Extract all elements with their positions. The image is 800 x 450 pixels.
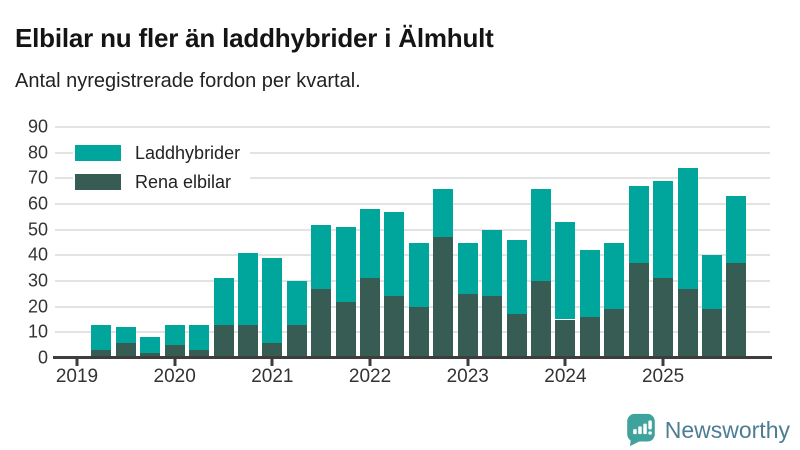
- bar-segment-rena-elbilar: [164, 345, 185, 358]
- bar-segment-rena-elbilar: [530, 281, 551, 358]
- y-axis-label: 80: [27, 142, 48, 163]
- bar-segment-laddhybrider: [286, 281, 307, 325]
- bar-segment-laddhybrider: [530, 188, 551, 281]
- x-axis-tick: [270, 359, 274, 366]
- legend-item-laddhybrider: Laddhybrider: [73, 142, 251, 164]
- bar-segment-laddhybrider: [628, 186, 649, 264]
- x-axis-year-label: 2019: [55, 366, 99, 387]
- bar-segment-laddhybrider: [91, 324, 112, 351]
- y-axis-label: 60: [27, 193, 48, 214]
- y-axis-label: 70: [27, 167, 48, 188]
- bar-segment-laddhybrider: [115, 327, 136, 343]
- grid-line: [55, 177, 770, 180]
- legend-item-rena-elbilar: Rena elbilar: [73, 171, 251, 193]
- bar-segment-laddhybrider: [164, 324, 185, 346]
- bar-segment-rena-elbilar: [433, 237, 454, 358]
- bar-segment-rena-elbilar: [677, 288, 698, 358]
- bar-segment-laddhybrider: [433, 188, 454, 238]
- bar-segment-laddhybrider: [384, 211, 405, 297]
- y-axis-label: 0: [37, 347, 48, 368]
- bar-segment-rena-elbilar: [384, 296, 405, 358]
- x-axis-year-label: 2021: [251, 366, 294, 387]
- legend-swatch-laddhybrider: [75, 145, 121, 161]
- chart-legend: Laddhybrider Rena elbilar: [73, 142, 251, 200]
- bar-segment-rena-elbilar: [311, 288, 332, 358]
- newsworthy-logo-icon: [626, 413, 655, 447]
- bar-segment-rena-elbilar: [262, 342, 283, 358]
- bar-segment-laddhybrider: [140, 337, 161, 353]
- bar-segment-laddhybrider: [457, 242, 478, 294]
- x-axis-year-label: 2022: [348, 366, 392, 387]
- legend-label: Laddhybrider: [135, 142, 241, 163]
- grid-line: [55, 151, 770, 154]
- bar-segment-rena-elbilar: [604, 309, 625, 358]
- bar-segment-rena-elbilar: [555, 319, 576, 358]
- newsworthy-branding: Newsworthy: [626, 413, 790, 447]
- bar-segment-rena-elbilar: [408, 306, 429, 358]
- bar-segment-laddhybrider: [677, 168, 698, 289]
- x-axis-tick: [75, 359, 79, 366]
- x-axis-year-label: 2020: [153, 366, 196, 387]
- y-axis-label: 20: [27, 296, 48, 317]
- bar-segment-laddhybrider: [262, 257, 283, 343]
- bar-segment-laddhybrider: [213, 278, 234, 325]
- grid-line: [55, 126, 770, 128]
- bar-segment-rena-elbilar: [286, 324, 307, 358]
- bar-segment-rena-elbilar: [579, 316, 600, 358]
- x-axis-line: [53, 356, 772, 359]
- bar-segment-laddhybrider: [604, 242, 625, 310]
- x-axis-tick: [173, 359, 177, 366]
- bar-segment-laddhybrider: [506, 239, 527, 315]
- bar-segment-laddhybrider: [482, 229, 503, 297]
- bar-segment-laddhybrider: [335, 227, 356, 302]
- bar-segment-rena-elbilar: [140, 352, 161, 358]
- x-axis-year-label: 2023: [446, 366, 489, 387]
- page-subtitle: Antal nyregistrerade fordon per kvartal.: [15, 70, 361, 92]
- bar-segment-rena-elbilar: [701, 309, 722, 358]
- bar-segment-rena-elbilar: [360, 278, 381, 358]
- x-axis-year-label: 2024: [544, 366, 587, 387]
- y-axis-label: 30: [27, 270, 48, 291]
- bar-segment-rena-elbilar: [115, 342, 136, 358]
- x-axis-tick: [466, 359, 470, 366]
- bar-segment-rena-elbilar: [237, 324, 258, 358]
- bar-segment-laddhybrider: [189, 324, 210, 351]
- bar-segment-rena-elbilar: [189, 350, 210, 358]
- bar-segment-laddhybrider: [579, 250, 600, 317]
- bar-segment-rena-elbilar: [213, 324, 234, 358]
- bar-segment-rena-elbilar: [482, 296, 503, 358]
- y-axis-label: 10: [27, 321, 48, 342]
- bar-segment-laddhybrider: [555, 221, 576, 320]
- grid-line: [55, 228, 770, 231]
- y-axis-label: 90: [27, 116, 48, 137]
- bar-segment-laddhybrider: [408, 242, 429, 307]
- legend-swatch-rena-elbilar: [75, 174, 121, 190]
- bar-segment-laddhybrider: [653, 180, 674, 279]
- bar-segment-rena-elbilar: [726, 263, 747, 358]
- x-axis-year-label: 2025: [641, 366, 685, 387]
- y-axis-label: 40: [27, 244, 48, 265]
- bar-segment-rena-elbilar: [506, 314, 527, 358]
- bar-segment-laddhybrider: [726, 196, 747, 264]
- grid-line: [55, 203, 770, 205]
- bar-segment-laddhybrider: [701, 255, 722, 310]
- x-axis-tick: [661, 359, 665, 366]
- bar-segment-rena-elbilar: [628, 263, 649, 358]
- brand-name: Newsworthy: [664, 416, 790, 443]
- bar-segment-rena-elbilar: [91, 350, 112, 358]
- y-axis-label: 50: [27, 219, 48, 240]
- bar-segment-laddhybrider: [311, 224, 332, 289]
- legend-label: Rena elbilar: [135, 171, 232, 192]
- bar-segment-laddhybrider: [237, 252, 258, 325]
- bar-segment-rena-elbilar: [653, 278, 674, 358]
- x-axis-tick: [563, 359, 567, 366]
- x-axis-tick: [368, 359, 372, 366]
- bar-segment-rena-elbilar: [457, 293, 478, 358]
- page-title: Elbilar nu fler än laddhybrider i Älmhul…: [15, 23, 494, 54]
- bar-segment-laddhybrider: [360, 209, 381, 279]
- bar-segment-rena-elbilar: [335, 301, 356, 358]
